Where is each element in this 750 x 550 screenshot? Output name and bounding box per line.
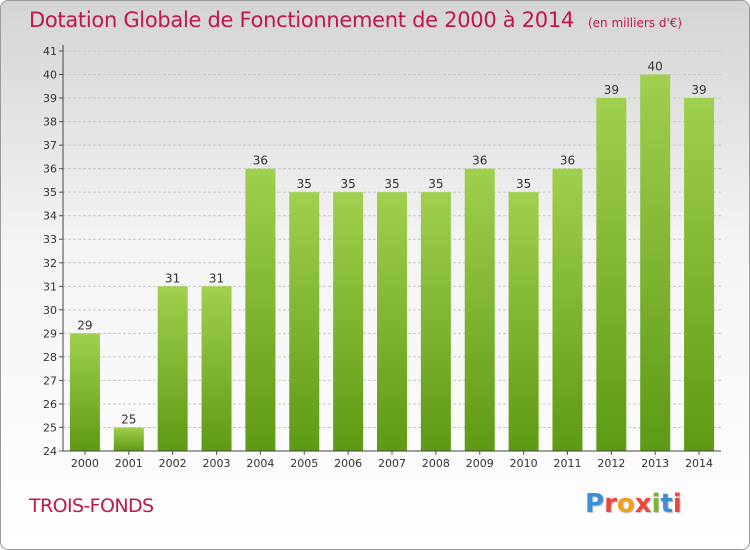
bars: 29 25 31 31 36 35 35 35 35 36 35 36 39 40 39 bbox=[69, 60, 715, 452]
bar-value-label: 31 bbox=[165, 271, 180, 285]
bar-value-label: 29 bbox=[77, 318, 92, 332]
x-tick-label: 2012 bbox=[597, 457, 625, 470]
bar bbox=[684, 98, 715, 451]
logo-letter: o bbox=[616, 489, 635, 519]
y-tick-label: 34 bbox=[43, 210, 57, 223]
axes bbox=[62, 45, 721, 452]
x-tick-label: 2003 bbox=[203, 457, 231, 470]
chart-title-text: Dotation Globale de Fonctionnement de 20… bbox=[29, 8, 574, 32]
bar bbox=[464, 168, 495, 451]
bar-value-label: 40 bbox=[648, 60, 663, 74]
x-tick-label: 2014 bbox=[685, 457, 713, 470]
x-tick-label: 2010 bbox=[510, 457, 538, 470]
commune-name: TROIS-FONDS bbox=[29, 495, 154, 517]
bar-value-label: 36 bbox=[472, 154, 487, 168]
bar bbox=[552, 168, 583, 451]
bar-value-label: 36 bbox=[253, 154, 268, 168]
x-tick-label: 2006 bbox=[334, 457, 362, 470]
y-tick-label: 37 bbox=[43, 139, 57, 152]
y-tick-label: 28 bbox=[43, 351, 57, 364]
bar-value-label: 39 bbox=[691, 83, 706, 97]
bar bbox=[508, 192, 539, 452]
x-tick-label: 2004 bbox=[246, 457, 274, 470]
y-tick-label: 32 bbox=[43, 257, 57, 270]
bar bbox=[157, 286, 188, 451]
bar-value-label: 31 bbox=[209, 271, 224, 285]
logo-letter: P bbox=[585, 489, 605, 519]
x-tick-label: 2007 bbox=[378, 457, 406, 470]
y-tick-label: 30 bbox=[43, 304, 57, 317]
bar bbox=[333, 192, 364, 452]
y-tick-label: 38 bbox=[43, 116, 57, 129]
bar bbox=[640, 74, 671, 451]
bar bbox=[420, 192, 451, 452]
bar-value-label: 35 bbox=[428, 177, 443, 191]
bar bbox=[201, 286, 232, 451]
proxiti-logo: Proxiti bbox=[585, 489, 682, 519]
x-tick-label: 2013 bbox=[641, 457, 669, 470]
y-tick-label: 36 bbox=[43, 163, 57, 176]
bar bbox=[113, 427, 144, 451]
bar-value-label: 35 bbox=[516, 177, 531, 191]
y-tick-label: 31 bbox=[43, 280, 57, 293]
x-tick-label: 2009 bbox=[466, 457, 494, 470]
logo-letter: i bbox=[651, 489, 661, 519]
bar bbox=[596, 98, 627, 451]
y-tick-label: 40 bbox=[43, 69, 57, 82]
x-tick-label: 2000 bbox=[71, 457, 99, 470]
logo-letter: t bbox=[660, 489, 673, 519]
x-tick-label: 2002 bbox=[159, 457, 187, 470]
y-tick-label: 33 bbox=[43, 233, 57, 246]
bar bbox=[69, 333, 100, 451]
logo-letter: x bbox=[634, 489, 652, 519]
y-tick-label: 39 bbox=[43, 92, 57, 105]
x-tick-label: 2008 bbox=[422, 457, 450, 470]
bar bbox=[245, 168, 276, 451]
x-axis-ticks: 2000 2001 2002 2003 2004 2005 2006 2007 2008 2009… bbox=[71, 451, 713, 470]
bar-value-label: 36 bbox=[560, 154, 575, 168]
y-tick-label: 27 bbox=[43, 374, 57, 387]
y-tick-label: 25 bbox=[43, 421, 57, 434]
y-tick-label: 26 bbox=[43, 398, 57, 411]
bar-value-label: 25 bbox=[121, 412, 136, 426]
bar bbox=[377, 192, 407, 452]
y-tick-label: 24 bbox=[43, 445, 57, 458]
chart-subtitle: (en milliers d'€) bbox=[587, 16, 683, 30]
y-tick-label: 41 bbox=[43, 45, 57, 58]
x-tick-label: 2005 bbox=[290, 457, 318, 470]
bar-value-label: 35 bbox=[384, 177, 399, 191]
bar bbox=[289, 192, 320, 452]
x-tick-label: 2011 bbox=[553, 457, 581, 470]
x-tick-label: 2001 bbox=[115, 457, 143, 470]
bar-value-label: 35 bbox=[297, 177, 312, 191]
y-axis-ticks: 24 25 26 27 28 29 30 31 32 33 34 35 36 37 38 39 40 41 bbox=[43, 45, 63, 458]
bar-value-label: 39 bbox=[604, 83, 619, 97]
chart-title: Dotation Globale de Fonctionnement de 20… bbox=[29, 8, 682, 32]
logo-letter: i bbox=[672, 489, 682, 519]
logo-letter: r bbox=[604, 489, 617, 519]
bar-value-label: 35 bbox=[340, 177, 355, 191]
y-tick-label: 35 bbox=[43, 186, 57, 199]
y-tick-label: 29 bbox=[43, 327, 57, 340]
